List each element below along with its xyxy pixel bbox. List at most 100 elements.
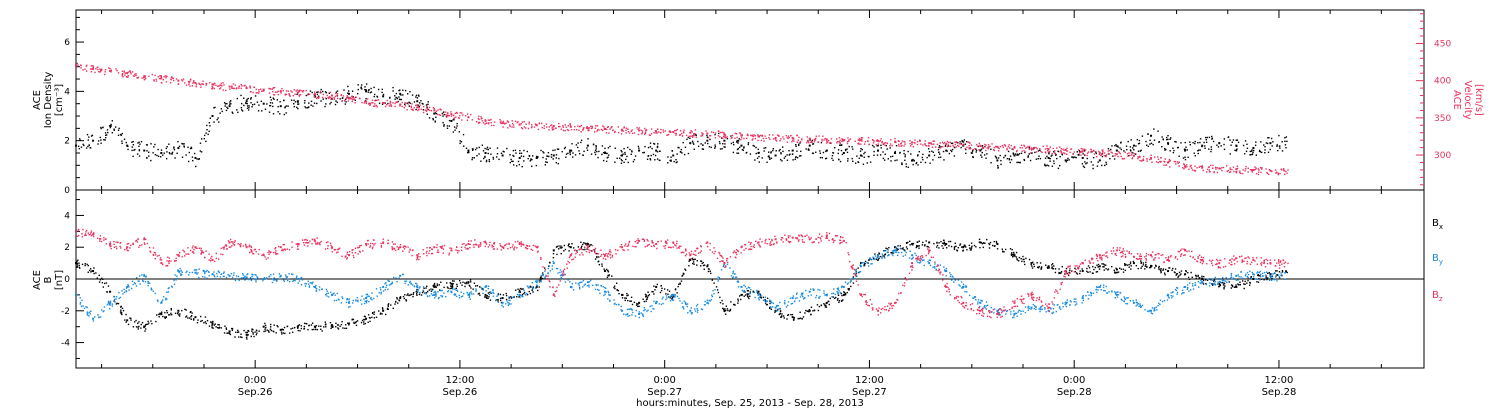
density-cloud-point bbox=[780, 153, 782, 155]
by-cloud-point bbox=[707, 302, 710, 305]
density-cloud-point bbox=[907, 166, 909, 169]
density-cloud-point bbox=[832, 152, 835, 154]
density-cloud-point bbox=[361, 88, 363, 90]
by-cloud-point bbox=[650, 310, 652, 313]
velocity-cloud-point bbox=[947, 144, 950, 146]
velocity-cloud-point bbox=[500, 122, 502, 125]
density-cloud-point bbox=[427, 101, 429, 103]
velocity-cloud-point bbox=[929, 142, 932, 144]
density-cloud-point bbox=[399, 98, 401, 101]
velocity-cloud-point bbox=[627, 128, 629, 130]
density-point bbox=[160, 152, 163, 155]
by-cloud-point bbox=[456, 290, 459, 292]
velocity-cloud-point bbox=[213, 82, 216, 85]
density-point bbox=[876, 149, 879, 152]
bx-cloud-point bbox=[667, 293, 669, 295]
bx-cloud-point bbox=[1231, 284, 1234, 287]
bx-cloud-point bbox=[464, 285, 466, 288]
velocity-cloud-point bbox=[135, 73, 137, 75]
density-cloud-point bbox=[829, 142, 832, 144]
by-cloud-point bbox=[866, 262, 868, 264]
density-cloud-point bbox=[924, 161, 927, 164]
bx-cloud-point bbox=[137, 322, 139, 325]
velocity-cloud-point bbox=[184, 82, 186, 84]
density-cloud-point bbox=[767, 151, 770, 153]
density-cloud-point bbox=[859, 150, 862, 152]
velocity-cloud-point bbox=[90, 71, 93, 73]
velocity-cloud-point bbox=[669, 130, 671, 132]
bx-cloud-point bbox=[744, 294, 747, 296]
bx-cloud-point bbox=[434, 285, 437, 287]
density-cloud-point bbox=[854, 162, 857, 164]
velocity-point bbox=[467, 116, 470, 119]
bx-cloud-point bbox=[802, 316, 805, 318]
density-cloud-point bbox=[950, 149, 952, 152]
by-cloud-point bbox=[307, 283, 310, 285]
density-cloud-point bbox=[544, 164, 547, 166]
by-cloud-point bbox=[758, 299, 760, 301]
velocity-cloud-point bbox=[1178, 165, 1180, 167]
velocity-point bbox=[1098, 151, 1101, 154]
bx-cloud-point bbox=[918, 245, 920, 247]
velocity-cloud-point bbox=[857, 139, 860, 141]
density-cloud-point bbox=[1132, 152, 1134, 154]
velocity-cloud-point bbox=[423, 105, 425, 108]
by-cloud-point bbox=[103, 310, 105, 312]
density-cloud-point bbox=[478, 153, 480, 155]
by-cloud-point bbox=[649, 305, 651, 308]
by-cloud-point bbox=[875, 257, 877, 260]
density-cloud-point bbox=[117, 129, 120, 131]
bx-cloud-point bbox=[1257, 281, 1260, 283]
bx-cloud-point bbox=[653, 293, 655, 295]
by-cloud-point bbox=[805, 289, 807, 292]
by-cloud-point bbox=[311, 283, 313, 285]
bx-cloud-point bbox=[329, 322, 332, 324]
bx-cloud-point bbox=[477, 293, 480, 295]
velocity-cloud-point bbox=[694, 129, 697, 131]
by-cloud-point bbox=[629, 308, 631, 311]
density-cloud-point bbox=[971, 151, 974, 153]
bx-cloud-point bbox=[572, 247, 575, 249]
velocity-cloud-point bbox=[1251, 171, 1254, 173]
density-cloud-point bbox=[528, 154, 530, 157]
bx-cloud-point bbox=[132, 326, 135, 328]
velocity-cloud-point bbox=[1151, 161, 1153, 163]
by-cloud-point bbox=[701, 308, 704, 311]
density-cloud-point bbox=[1109, 157, 1111, 160]
by-cloud-point bbox=[872, 256, 874, 258]
bx-cloud-point bbox=[314, 328, 317, 331]
velocity-cloud-point bbox=[796, 141, 799, 143]
density-cloud-point bbox=[1007, 150, 1010, 153]
velocity-cloud-point bbox=[735, 133, 738, 135]
by-cloud-point bbox=[458, 297, 461, 299]
bx-cloud-point bbox=[264, 324, 267, 327]
bx-cloud-point bbox=[659, 291, 662, 294]
by-cloud-point bbox=[205, 270, 207, 273]
velocity-point bbox=[996, 145, 999, 148]
density-cloud-point bbox=[833, 147, 836, 149]
bx-cloud-point bbox=[1160, 270, 1162, 273]
velocity-cloud-point bbox=[374, 103, 376, 105]
by-cloud-point bbox=[282, 279, 285, 281]
density-cloud-point bbox=[822, 151, 825, 154]
density-cloud-point bbox=[679, 150, 682, 153]
bx-cloud-point bbox=[568, 250, 570, 252]
bx-cloud-point bbox=[558, 245, 560, 247]
density-cloud-point bbox=[136, 153, 139, 155]
velocity-cloud-point bbox=[525, 123, 527, 125]
velocity-cloud-point bbox=[946, 140, 949, 143]
bx-cloud-point bbox=[1074, 267, 1076, 270]
by-cloud-point bbox=[522, 295, 524, 298]
by-cloud-point bbox=[438, 296, 440, 299]
velocity-cloud-point bbox=[919, 140, 921, 142]
bx-cloud-point bbox=[1088, 267, 1091, 269]
velocity-cloud-point bbox=[249, 87, 252, 89]
by-cloud-point bbox=[891, 250, 894, 252]
bx-cloud-point bbox=[1097, 263, 1100, 266]
velocity-cloud-point bbox=[623, 127, 625, 129]
density-cloud-point bbox=[895, 144, 898, 147]
by-cloud-point bbox=[453, 294, 455, 296]
velocity-cloud-point bbox=[891, 144, 893, 147]
by-cloud-point bbox=[613, 303, 616, 305]
velocity-cloud-point bbox=[1209, 170, 1211, 173]
